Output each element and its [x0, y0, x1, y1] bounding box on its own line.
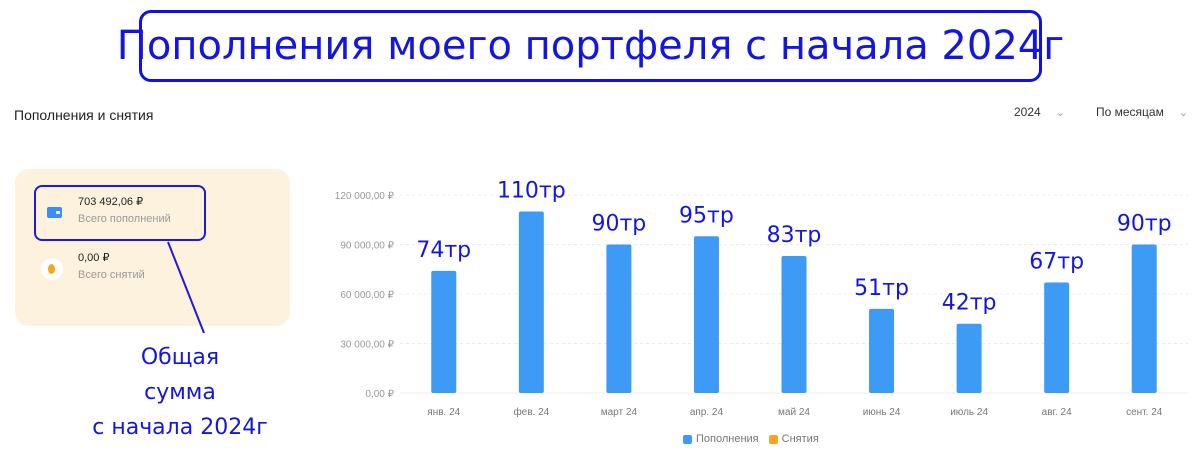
y-tick-label: 0,00 ₽: [365, 389, 394, 400]
year-dropdown[interactable]: 2024 ⌄: [1014, 103, 1065, 121]
x-tick-label: май 24: [778, 407, 810, 418]
withdrawals-label: Всего снятий: [78, 269, 145, 281]
x-tick-label: апр. 24: [690, 407, 724, 418]
period-dropdown[interactable]: По месяцам ⌄: [1096, 103, 1188, 121]
y-tick-label: 120 000,00 ₽: [335, 191, 395, 202]
year-dropdown-value: 2024: [1014, 105, 1041, 119]
bar-annotation: 90тр: [1117, 212, 1172, 237]
wallet-icon: [43, 201, 65, 223]
bar: [431, 270, 457, 393]
coin-icon: [41, 258, 63, 280]
x-tick-label: фев. 24: [513, 406, 549, 418]
y-tick-label: 30 000,00 ₽: [340, 340, 394, 351]
chevron-down-icon: ⌄: [1055, 106, 1065, 119]
bar-annotation: 67тр: [1029, 249, 1084, 274]
bar-annotation: 42тр: [942, 291, 997, 316]
y-tick-label: 60 000,00 ₽: [340, 290, 394, 301]
bar: [781, 256, 807, 393]
bar-annotation: 90тр: [591, 212, 646, 237]
period-dropdown-value: По месяцам: [1096, 105, 1164, 119]
bar-annotation: 110тр: [497, 179, 566, 204]
banner-title: Пополнения моего портфеля с начала 2024г: [117, 10, 1064, 82]
bar-annotation: 95тр: [679, 203, 734, 228]
x-tick-label: авг. 24: [1042, 407, 1072, 418]
legend-swatch: [683, 434, 692, 444]
bar: [1044, 282, 1070, 393]
x-tick-label: янв. 24: [427, 407, 460, 418]
withdrawals-amount: 0,00 ₽: [78, 252, 110, 264]
legend-item-deposits[interactable]: Пополнения: [683, 433, 759, 445]
x-tick-label: сент. 24: [1126, 407, 1163, 418]
bar: [518, 211, 544, 393]
chevron-down-icon: ⌄: [1178, 106, 1189, 119]
deposits-label: Всего пополнений: [78, 213, 171, 225]
chart-legend: Пополнения Снятия: [683, 433, 829, 445]
y-tick-label: 90 000,00 ₽: [340, 241, 394, 252]
bar: [606, 244, 632, 393]
bar: [693, 236, 719, 393]
withdrawals-summary: 0,00 ₽ Всего снятий: [34, 249, 209, 309]
bar: [1131, 244, 1157, 393]
deposits-amount: 703 492,06 ₽: [78, 196, 144, 208]
deposits-summary: 703 492,06 ₽ Всего пополнений: [34, 185, 206, 241]
annotation-line: с начала 2024г: [92, 415, 268, 440]
annotation-text: Общая сумма с начала 2024г: [60, 340, 300, 445]
x-tick-label: июль 24: [950, 407, 988, 418]
summary-card: 703 492,06 ₽ Всего пополнений 0,00 ₽ Все…: [15, 169, 290, 326]
bar: [869, 308, 895, 393]
bar-annotation: 83тр: [767, 223, 822, 248]
legend-label: Пополнения: [696, 433, 759, 445]
annotation-line: сумма: [144, 380, 216, 405]
legend-item-withdrawals[interactable]: Снятия: [768, 433, 819, 445]
legend-label: Снятия: [781, 433, 819, 445]
x-tick-label: март 24: [601, 407, 638, 418]
x-tick-label: июнь 24: [863, 407, 901, 418]
bar: [956, 323, 982, 393]
section-title: Пополнения и снятия: [14, 107, 154, 123]
legend-swatch: [768, 434, 778, 444]
bar-annotation: 74тр: [416, 238, 471, 263]
bar-annotation: 51тр: [854, 276, 909, 301]
annotation-line: Общая: [140, 345, 220, 370]
